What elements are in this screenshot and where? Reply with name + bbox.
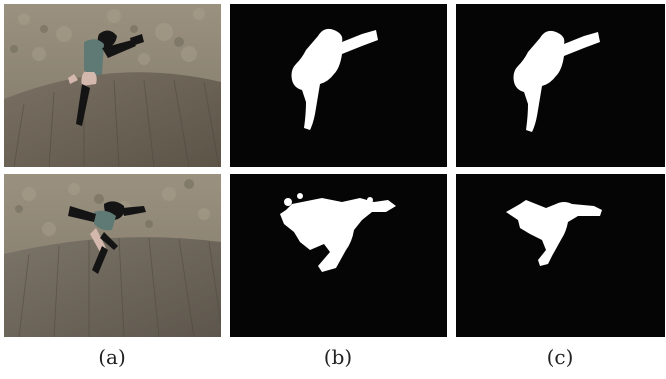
frame-bottom-original bbox=[4, 174, 221, 337]
mask-top-method-c bbox=[456, 4, 665, 167]
caption-c: (c) bbox=[546, 345, 574, 369]
mask-bottom-method-c bbox=[456, 174, 665, 337]
frame-top-original bbox=[4, 4, 221, 167]
mask-top-method-b bbox=[230, 4, 447, 167]
caption-b: (b) bbox=[323, 345, 353, 369]
caption-a: (a) bbox=[98, 345, 126, 369]
mask-bottom-method-b bbox=[230, 174, 447, 337]
